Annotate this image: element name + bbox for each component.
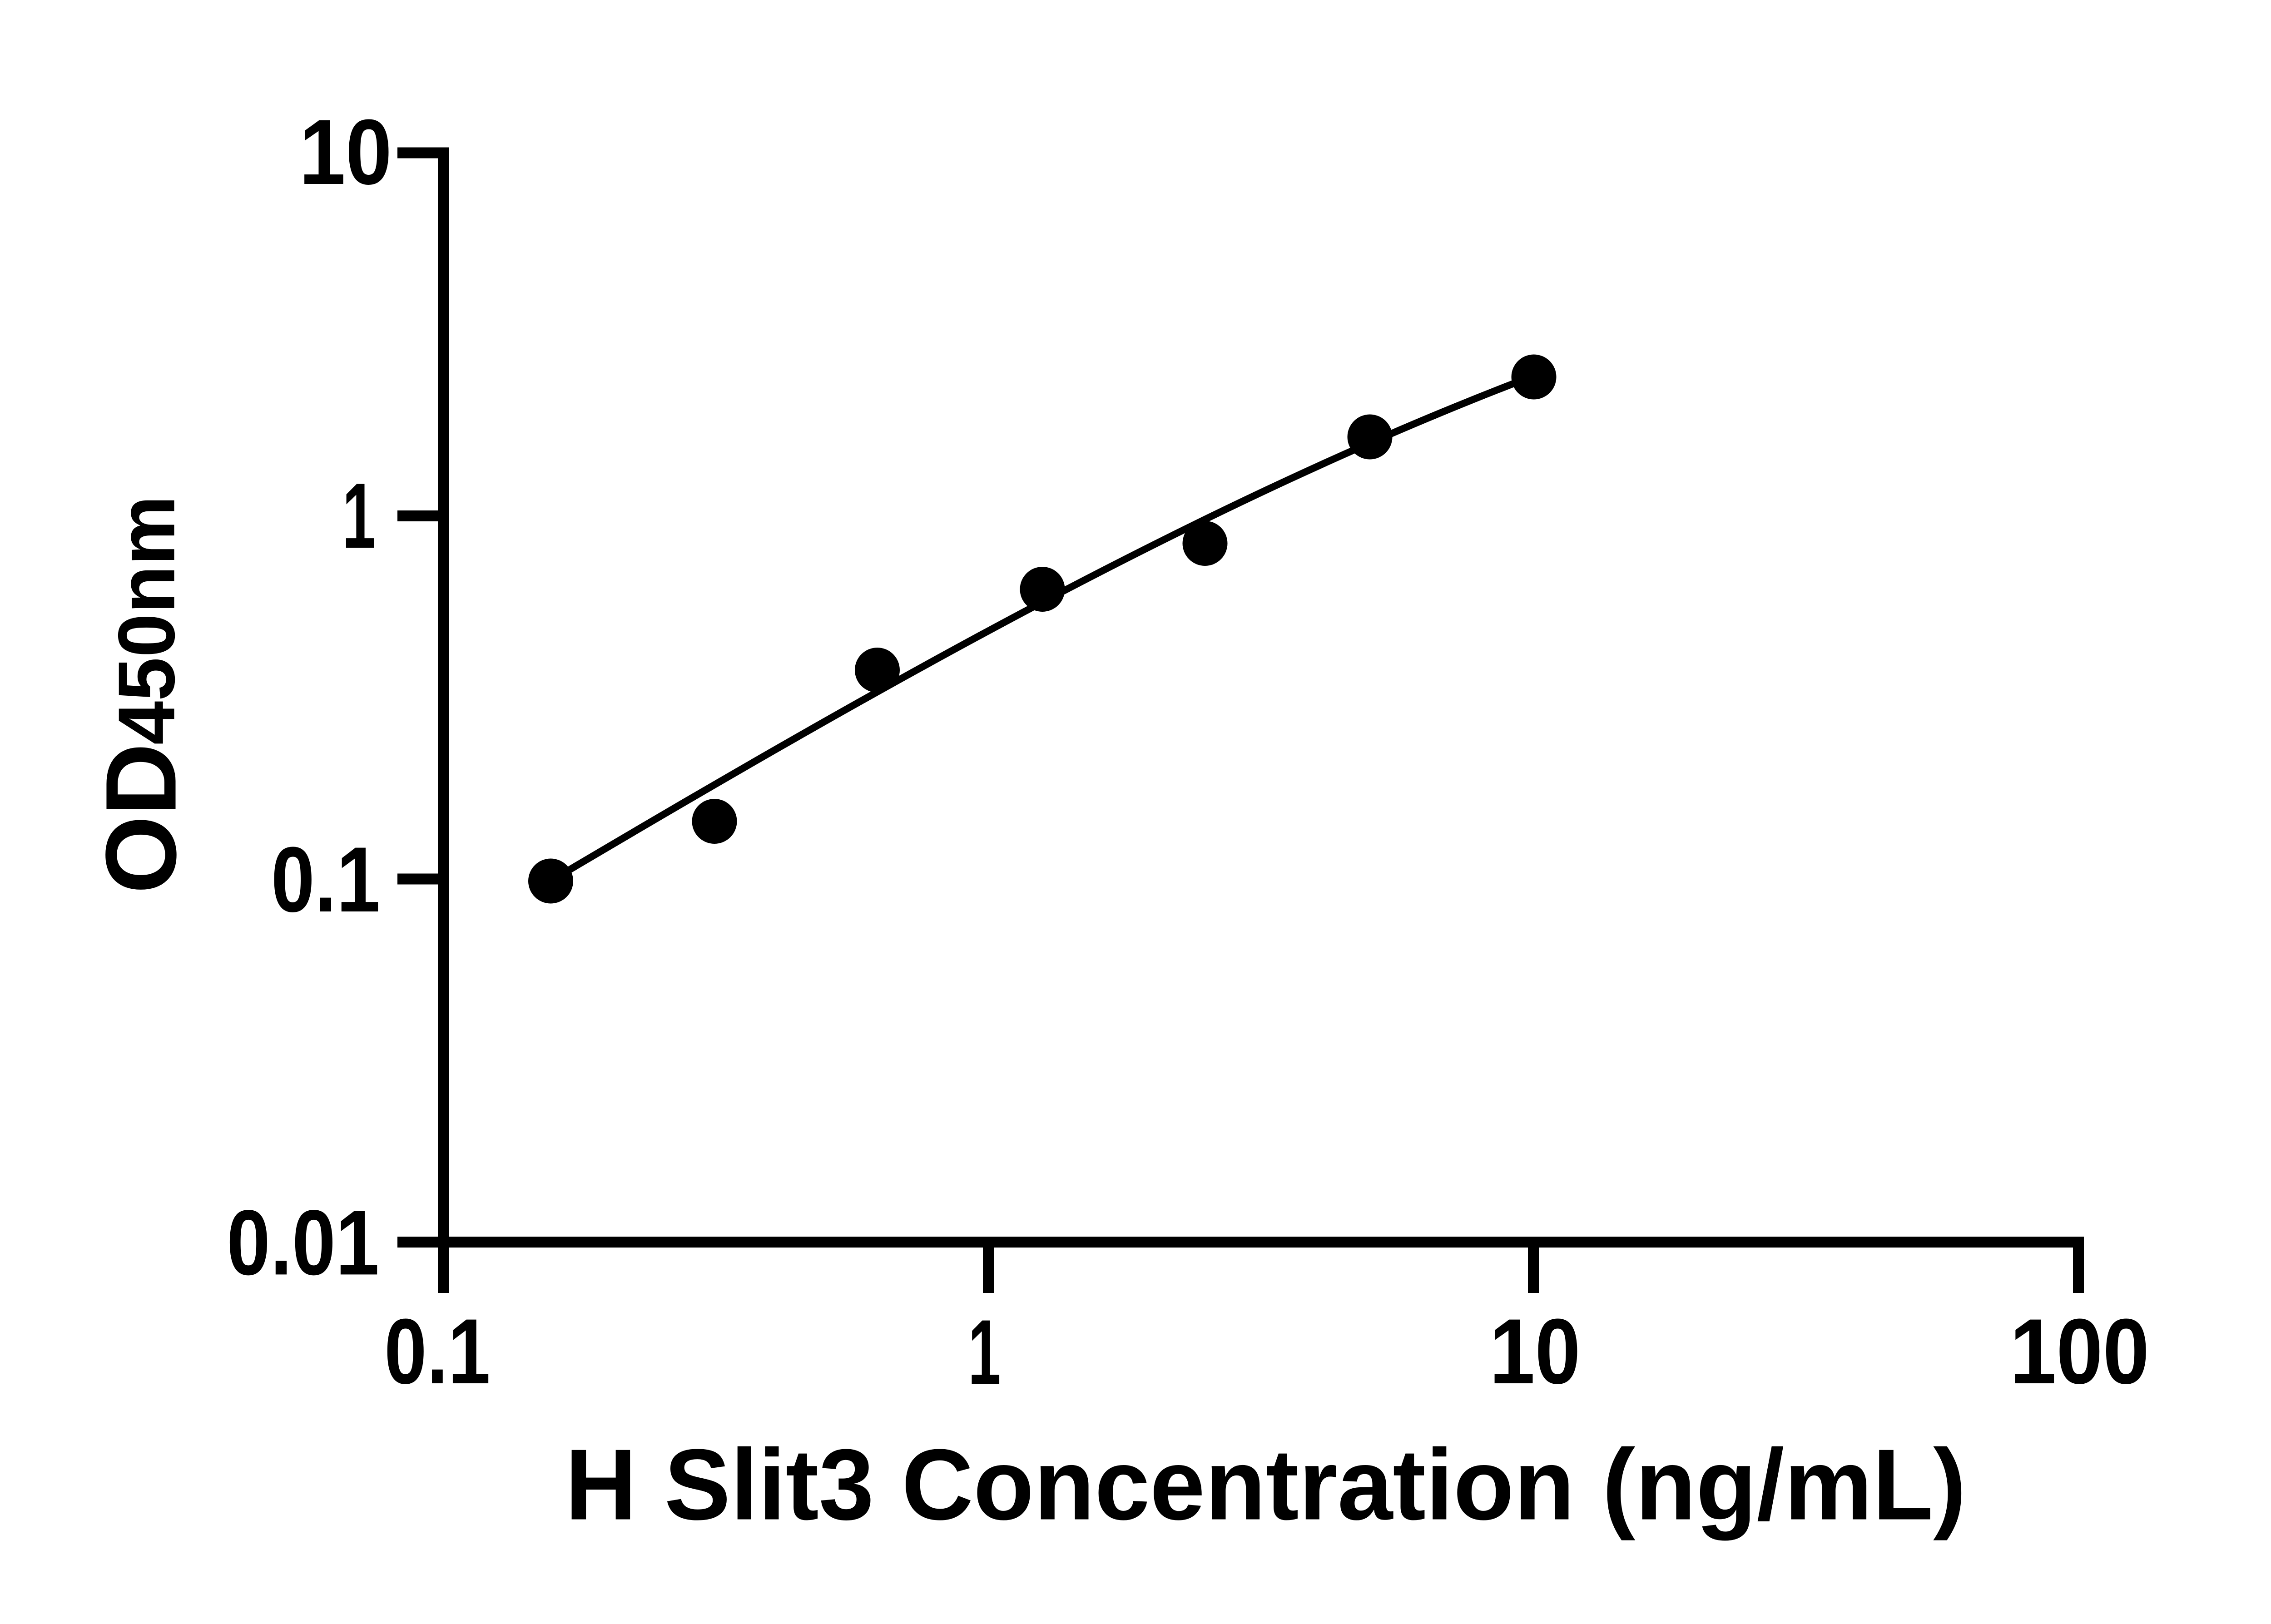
svg-text:1: 1: [342, 464, 376, 568]
svg-text:10: 10: [1489, 1300, 1581, 1403]
svg-text:10: 10: [299, 100, 392, 204]
svg-text:450nm: 450nm: [102, 495, 192, 745]
svg-text:0.01: 0.01: [227, 1191, 379, 1294]
svg-text:1: 1: [968, 1301, 1001, 1404]
svg-text:H Slit3 Concentration (ng/mL): H Slit3 Concentration (ng/mL): [565, 1429, 1966, 1541]
svg-text:100: 100: [2010, 1300, 2149, 1403]
svg-text:0.1: 0.1: [384, 1300, 491, 1403]
svg-text:0.1: 0.1: [271, 828, 380, 931]
svg-text:OD: OD: [85, 743, 197, 894]
